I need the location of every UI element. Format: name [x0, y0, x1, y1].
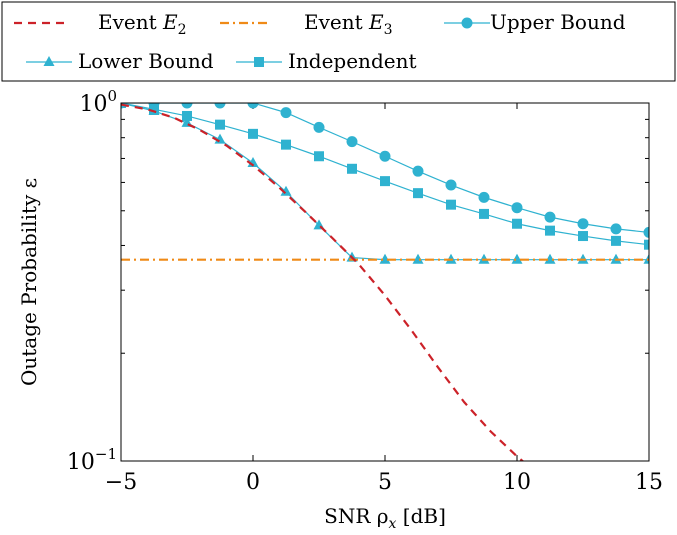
data-point — [412, 165, 424, 177]
series-0 — [121, 103, 525, 461]
y-tick-labels: 100 10−1 — [67, 87, 117, 475]
data-point — [182, 110, 192, 121]
data-point — [379, 253, 391, 264]
x-tick-label: −5 — [105, 470, 137, 495]
data-point — [181, 103, 193, 109]
data-point — [512, 218, 522, 229]
data-point — [478, 191, 490, 203]
data-point — [214, 103, 226, 109]
series-2 — [121, 103, 649, 238]
legend-entry: Lower Bound — [26, 49, 214, 73]
data-point — [347, 163, 357, 174]
series-4 — [121, 103, 649, 250]
data-point — [461, 17, 473, 29]
x-tick-label: 5 — [378, 470, 392, 495]
data-point — [148, 104, 160, 115]
data-point — [379, 150, 391, 162]
data-point — [281, 139, 291, 150]
data-point — [446, 199, 456, 210]
data-point — [346, 136, 358, 148]
data-point — [610, 223, 622, 235]
legend: Event E2 Event E3 Upper Bound Lower Bound In… — [1, 1, 676, 82]
legend-label: Event E2 — [98, 10, 187, 38]
legend-entry: Event E3 — [220, 10, 393, 38]
data-point — [544, 253, 556, 264]
data-point — [578, 231, 588, 242]
data-point — [43, 56, 55, 66]
legend-label: Lower Bound — [78, 49, 214, 73]
data-point — [445, 179, 457, 191]
data-point — [280, 185, 292, 196]
legend-label: Independent — [288, 49, 417, 73]
x-axis-label: SNR ρx [dB] — [324, 504, 446, 532]
data-point — [314, 151, 324, 162]
y-tick-label: 10−1 — [67, 445, 117, 475]
data-point — [511, 253, 523, 264]
legend-box — [1, 1, 676, 82]
data-point — [511, 202, 523, 214]
plot-frame — [120, 102, 650, 462]
data-point — [247, 103, 259, 109]
series-line — [121, 103, 649, 234]
legend-label: Event E3 — [304, 10, 393, 38]
data-point — [643, 253, 649, 264]
y-tick-label: 100 — [79, 87, 117, 117]
data-point — [643, 226, 649, 238]
x-tick-label: 10 — [503, 470, 531, 495]
legend-entry: Independent — [236, 49, 417, 73]
x-tick-label: 0 — [246, 470, 260, 495]
data-point — [413, 188, 423, 199]
x-tick-labels: −5 0 5 10 15 — [105, 470, 663, 495]
data-point — [412, 253, 424, 264]
legend-entry: Upper Bound — [444, 10, 626, 34]
data-point — [380, 176, 390, 187]
data-point — [577, 218, 589, 230]
data-point — [479, 208, 489, 219]
data-point — [545, 225, 555, 236]
legend-entry: Event E2 — [14, 10, 187, 38]
data-point — [544, 211, 556, 223]
x-tick-label: 15 — [635, 470, 663, 495]
data-point — [280, 107, 292, 119]
series-line — [121, 103, 649, 246]
data-point — [215, 119, 225, 130]
data-point — [248, 128, 258, 139]
legend-label: Upper Bound — [490, 10, 626, 34]
series-layer — [121, 103, 649, 461]
data-point — [644, 239, 649, 250]
data-point — [313, 121, 325, 133]
y-axis-label: Outage Probability ε — [17, 178, 41, 386]
series-line — [121, 103, 525, 461]
data-point — [254, 57, 264, 67]
data-point — [611, 235, 621, 246]
